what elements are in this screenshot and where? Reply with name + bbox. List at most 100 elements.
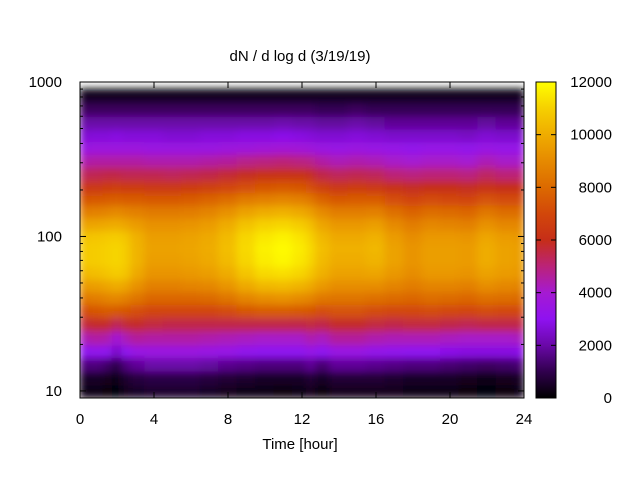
heatmap-cell (306, 141, 317, 155)
heatmap-cell (121, 229, 132, 243)
heatmap-cell (514, 253, 524, 268)
heatmap-cell (88, 192, 104, 206)
heatmap-cell (366, 115, 386, 130)
heatmap-cell (403, 179, 423, 194)
heatmap-cell (403, 303, 423, 319)
heatmap-cell (130, 141, 146, 155)
heatmap-cell (236, 153, 257, 168)
heatmap-cell (199, 229, 220, 243)
heatmap-cell (315, 179, 331, 194)
heatmap-cell (495, 153, 516, 168)
heatmap-cell (384, 128, 405, 143)
heatmap-cell (130, 357, 146, 372)
heatmap-cell (236, 330, 257, 346)
heatmap-cell (255, 179, 275, 194)
heatmap-cell (440, 303, 460, 319)
heatmap-cell (102, 115, 113, 130)
heatmap-cell (102, 357, 113, 372)
heatmap-cell (458, 217, 479, 231)
heatmap-cell (130, 115, 146, 130)
heatmap-cell (121, 217, 132, 231)
heatmap-cell (255, 253, 275, 268)
heatmap-cell (329, 253, 349, 268)
heatmap-cell (421, 115, 442, 130)
heatmap-cell (144, 357, 164, 372)
heatmap-cell (273, 92, 294, 105)
heatmap-cell (255, 88, 275, 94)
heatmap-cell (495, 384, 516, 398)
heatmap-cell (366, 92, 386, 105)
heatmap-cell (514, 166, 524, 181)
heatmap-cell (121, 291, 132, 305)
heatmap-cell (495, 192, 516, 206)
heatmap-cell (306, 316, 317, 332)
heatmap-cell (102, 384, 113, 398)
heatmap-cell (440, 92, 460, 105)
heatmap-cell (181, 278, 201, 293)
heatmap-cell (477, 266, 497, 280)
heatmap-cell (80, 179, 90, 194)
heatmap-cell (88, 128, 104, 143)
heatmap-cell (218, 115, 238, 130)
heatmap-cell (80, 303, 90, 319)
heatmap-cell (88, 316, 104, 332)
heatmap-cell (144, 303, 164, 319)
heatmap-cell (403, 102, 423, 117)
heatmap-cell (80, 278, 90, 293)
heatmap-cell (130, 88, 146, 94)
heatmap-cell (347, 217, 368, 231)
heatmap-cell (347, 316, 368, 332)
heatmap-cell (421, 204, 442, 219)
heatmap-cell (162, 384, 183, 398)
heatmap-cell (421, 316, 442, 332)
heatmap-cell (144, 179, 164, 194)
heatmap-cell (80, 316, 90, 332)
heatmap-cell (458, 384, 479, 398)
heatmap-cell (495, 229, 516, 243)
heatmap-cell (347, 357, 368, 372)
heatmap-cell (477, 241, 497, 255)
heatmap-cell (121, 370, 132, 386)
heatmap-cell (80, 266, 90, 280)
heatmap-cell (102, 204, 113, 219)
heatmap-cell (181, 179, 201, 194)
heatmap-cell (162, 344, 183, 359)
heatmap-cell (199, 179, 220, 194)
heatmap-cell (181, 291, 201, 305)
heatmap-cell (347, 115, 368, 130)
heatmap-cell (218, 102, 238, 117)
heatmap-cell (111, 153, 123, 168)
heatmap-cell (458, 291, 479, 305)
heatmap-cell (384, 384, 405, 398)
heatmap-cell (255, 384, 275, 398)
heatmap-cell (111, 344, 123, 359)
heatmap-cell (199, 102, 220, 117)
heatmap-cell (421, 102, 442, 117)
heatmap-cell (306, 344, 317, 359)
heatmap-cell (403, 204, 423, 219)
heatmap-cell (366, 229, 386, 243)
heatmap-cell (366, 204, 386, 219)
heatmap-cell (181, 141, 201, 155)
heatmap-cell (421, 128, 442, 143)
heatmap-cell (292, 266, 308, 280)
heatmap-cell (218, 266, 238, 280)
heatmap-cell (236, 253, 257, 268)
heatmap-cell (181, 166, 201, 181)
heatmap-cell (181, 303, 201, 319)
heatmap-cell (130, 253, 146, 268)
heatmap-cell (273, 316, 294, 332)
heatmap-cell (366, 266, 386, 280)
heatmap-cell (255, 166, 275, 181)
heatmap-cell (458, 88, 479, 94)
heatmap-cell (102, 229, 113, 243)
heatmap-cell (458, 316, 479, 332)
heatmap-cell (162, 253, 183, 268)
heatmap-cell (306, 204, 317, 219)
heatmap-cell (458, 166, 479, 181)
heatmap-cell (111, 204, 123, 219)
heatmap-cell (514, 291, 524, 305)
heatmap-cell (255, 217, 275, 231)
heatmap-cell (80, 92, 90, 105)
heatmap-cell (88, 88, 104, 94)
